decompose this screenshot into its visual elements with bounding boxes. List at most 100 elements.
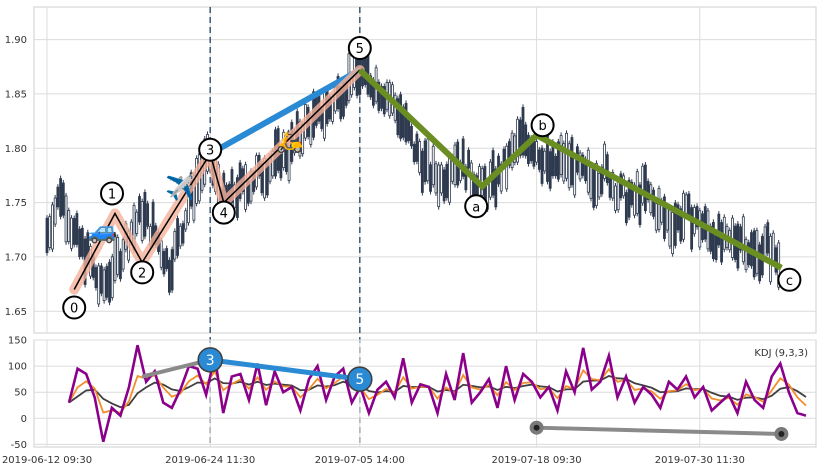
candle-body: [684, 194, 688, 214]
price-y-tick-label: 1.70: [5, 252, 27, 263]
kdj-legend-label: KDJ (9,3,3): [754, 348, 808, 359]
candle-body: [279, 153, 283, 179]
candle-body: [543, 150, 547, 172]
candle-body: [412, 143, 416, 163]
candle-body: [535, 141, 538, 163]
candle-body: [603, 143, 606, 179]
candle-body: [369, 75, 373, 98]
candle-body: [429, 164, 432, 192]
candle-body: [140, 201, 144, 241]
x-tick-label: 2019-07-30 11:30: [655, 455, 745, 466]
candle-body: [671, 212, 674, 254]
candle-body: [431, 145, 435, 186]
candle-body: [173, 230, 177, 260]
scooter-icon: 🛵: [276, 128, 303, 154]
candle-body: [510, 132, 514, 168]
candle-body: [135, 211, 139, 234]
candle-body: [614, 185, 617, 211]
correction-label-circle: [464, 194, 489, 219]
price-y-tick-label: 1.75: [5, 198, 27, 209]
candle-body: [717, 213, 721, 246]
candle-body: [181, 223, 185, 244]
kdj-k-line: [68, 367, 807, 414]
candle-body: [624, 192, 628, 224]
candle-body: [556, 141, 560, 180]
candle-body: [439, 164, 443, 194]
candle-body: [80, 227, 84, 257]
candle-body: [605, 154, 609, 184]
candle-body: [108, 261, 111, 303]
candle-body: [426, 138, 430, 182]
candle-body: [415, 133, 419, 162]
candle-body: [698, 210, 702, 248]
candle-body: [771, 232, 775, 263]
wave-label-text: 5: [356, 42, 364, 57]
candle-body: [159, 240, 163, 268]
candle-body: [758, 244, 762, 282]
kdj-blue-line: [209, 357, 361, 382]
candle-body: [380, 85, 383, 109]
correction-label-text: c: [786, 274, 793, 289]
kdj-gray-marker-core: [778, 430, 785, 437]
candle-body: [570, 137, 574, 186]
wave-label-circle: [211, 200, 236, 225]
candle-body: [399, 94, 403, 139]
candle-body: [461, 138, 465, 177]
candle-body: [654, 203, 658, 231]
candle-body: [712, 221, 715, 260]
candle-body: [53, 197, 57, 225]
candle-body: [184, 210, 188, 230]
price-y-tick-label: 1.85: [5, 89, 27, 100]
x-tick-label: 2019-07-18 09:30: [492, 455, 582, 466]
kdj-y-tick-label: 150: [8, 336, 27, 347]
candle-body: [657, 188, 661, 230]
candle-body: [48, 216, 52, 248]
candle-body: [499, 163, 503, 192]
candle-body: [167, 259, 171, 293]
candle-body: [59, 178, 62, 217]
candle-body: [611, 172, 615, 199]
candle-body: [513, 135, 517, 163]
candle-body: [97, 265, 101, 305]
wave-label-circle: [198, 137, 223, 162]
candle-body: [673, 202, 677, 246]
candle-body: [578, 152, 582, 180]
candle-body: [61, 182, 65, 216]
candle-body: [668, 206, 672, 247]
kdj-blue-marker: [347, 366, 373, 392]
candle-body: [644, 164, 647, 212]
kdj-blue-marker-label: 3: [206, 353, 215, 369]
candle-body: [630, 181, 634, 206]
candle-body: [448, 154, 451, 203]
wave-label-circle: [347, 36, 372, 61]
price-y-tick-label: 1.90: [5, 35, 27, 46]
candle-body: [507, 141, 511, 166]
candle-body: [121, 239, 125, 270]
candle-body: [663, 196, 666, 239]
candle-body: [616, 179, 620, 211]
candle-body: [619, 173, 623, 199]
x-tick-label: 2019-06-12 09:30: [2, 455, 92, 466]
candle-body: [146, 203, 150, 227]
candle-body: [113, 234, 117, 281]
candle-body: [72, 218, 76, 245]
kdj-gray-marker-core: [533, 424, 540, 431]
kdj-d-line: [68, 374, 807, 409]
candle-body: [638, 184, 642, 226]
candle-body: [418, 141, 422, 173]
wave-label-text: 0: [70, 302, 78, 317]
candle-body: [537, 149, 541, 170]
candle-body: [178, 225, 182, 247]
corrective-wave-line: [357, 67, 783, 271]
candle-body: [679, 208, 683, 242]
wave-label-circle: [62, 295, 87, 320]
candle-body: [404, 102, 408, 143]
candle-body: [110, 256, 114, 298]
candle-body: [67, 210, 71, 242]
candle-body: [162, 251, 166, 275]
kdj-y-tick-label: 0: [21, 414, 27, 425]
candle-body: [116, 237, 120, 275]
candle-body: [559, 135, 563, 175]
candle-body: [690, 207, 694, 250]
candle-body: [562, 143, 566, 182]
